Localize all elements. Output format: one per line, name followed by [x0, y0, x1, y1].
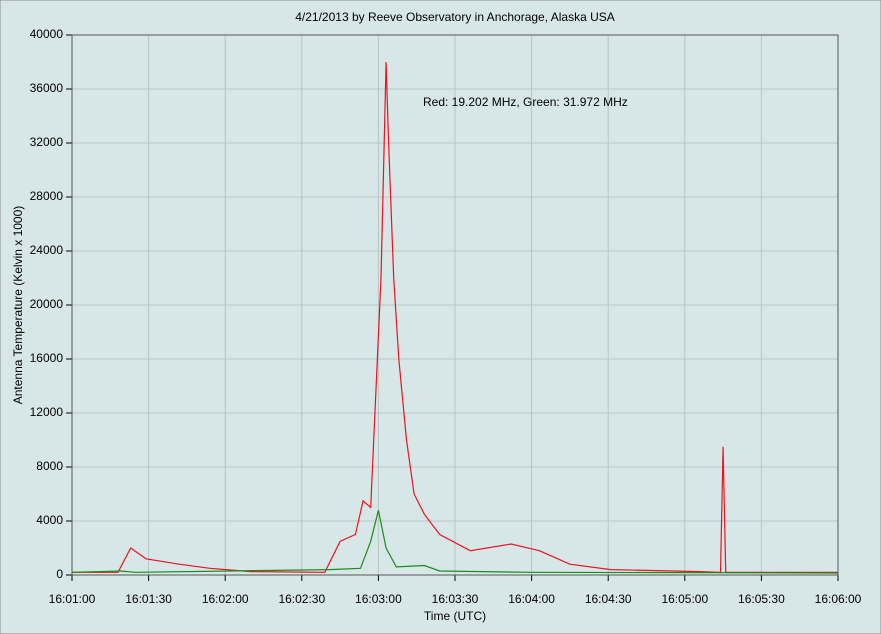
x-tick-label: 16:03:30	[432, 592, 479, 606]
x-tick-label: 16:04:00	[508, 592, 555, 606]
chart-title: 4/21/2013 by Reeve Observatory in Anchor…	[295, 10, 615, 24]
plot-border	[71, 34, 839, 576]
y-tick-label: 8000	[36, 459, 63, 473]
x-axis-label: Time (UTC)	[424, 609, 486, 623]
data-line	[72, 61, 838, 573]
y-tick-label: 16000	[30, 351, 64, 365]
y-tick-label: 20000	[30, 297, 64, 311]
x-tick-label: 16:01:00	[49, 592, 96, 606]
x-tick-label: 16:06:00	[815, 592, 862, 606]
x-tick-label: 16:02:30	[278, 592, 325, 606]
y-tick-label: 0	[56, 567, 63, 581]
y-axis-label: Antenna Temperature (Kelvin x 1000)	[11, 206, 25, 405]
data-line	[71, 510, 839, 574]
y-tick-label: 36000	[30, 81, 64, 95]
x-tick-label: 16:02:00	[202, 592, 249, 606]
x-tick-label: 16:03:00	[355, 592, 402, 606]
x-tick-label: 16:05:00	[661, 592, 708, 606]
x-tick-label: 16:04:30	[585, 592, 632, 606]
x-tick-label: 16:05:30	[738, 592, 785, 606]
x-tick-label: 16:01:30	[125, 592, 172, 606]
y-tick-label: 40000	[30, 27, 64, 41]
y-tick-label: 24000	[30, 243, 64, 257]
y-tick-label: 28000	[30, 189, 64, 203]
y-tick-label: 4000	[36, 513, 63, 527]
y-tick-label: 12000	[30, 405, 64, 419]
annotation: Red: 19.202 MHz, Green: 31.972 MHz	[423, 95, 628, 109]
y-tick-label: 32000	[30, 135, 64, 149]
